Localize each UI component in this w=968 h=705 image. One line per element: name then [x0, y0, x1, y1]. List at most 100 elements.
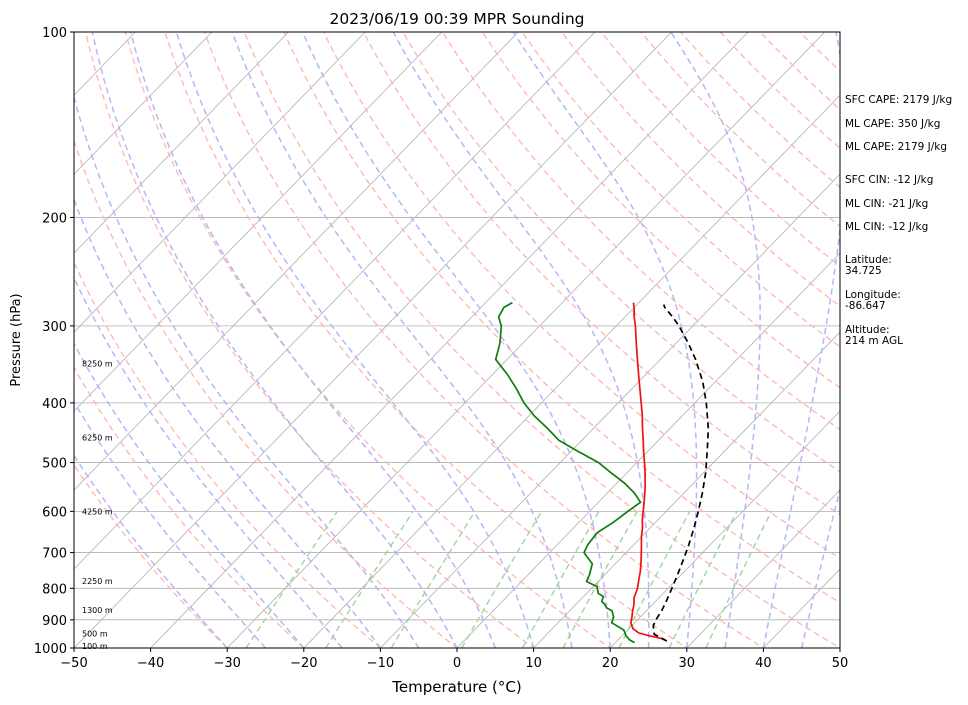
isotherm-gridline [74, 32, 596, 570]
dry-adiabat-line [164, 32, 688, 648]
moist-adiabat-line [129, 32, 497, 648]
height-label: 8250 m [82, 359, 113, 368]
dry-adiabat-line [74, 463, 229, 648]
sfc-cape-text: SFC CAPE: 2179 J/kg [845, 94, 953, 106]
height-labels: 8250 m 6250 m 4250 m 2250 m 1300 m 500 m 100 m [82, 359, 113, 651]
moist-adiabat-line [74, 454, 228, 648]
mixing-ratio-line [245, 510, 338, 648]
chart-title: 2023/06/19 00:39 MPR Sounding [329, 10, 584, 28]
height-label: 4250 m [82, 507, 113, 516]
ml-cape-text: ML CAPE: 350 J/kg [845, 118, 941, 130]
isotherm-gridline [74, 32, 213, 175]
moist-adiabat-line [175, 32, 535, 648]
mixing-ratio-line [461, 510, 543, 648]
y-tick-label: 500 [42, 457, 67, 472]
plot-frame [73, 31, 841, 649]
mixing-ratio-line [390, 510, 476, 648]
ml-cin-text: ML CIN: -21 J/kg [845, 198, 929, 210]
data-series [494, 301, 710, 644]
mixing-ratio-line [325, 510, 414, 648]
moist-adiabat-line [670, 32, 761, 648]
mixing-ratio-line [618, 510, 691, 648]
y-tick-label: 900 [42, 614, 67, 629]
x-tick-label: −20 [290, 656, 317, 671]
isotherm-gridline [686, 489, 840, 648]
dry-adiabat-line [243, 32, 840, 648]
y-tick-label: 400 [42, 397, 67, 412]
x-tick-label: 10 [525, 656, 542, 671]
moist-adiabat-line [74, 94, 420, 648]
isotherm-gridline [74, 32, 366, 333]
mixing-ratio-line [521, 510, 600, 648]
moist-adiabat-line [231, 32, 573, 648]
x-axis-title: Temperature (°C) [391, 678, 521, 696]
altitude-label: Altitude: [845, 324, 890, 336]
x-tick-label: 50 [832, 656, 849, 671]
y-tick-label: 200 [42, 211, 67, 226]
moist-adiabat-line [74, 197, 381, 648]
latitude-label: Latitude: [845, 254, 892, 266]
dry-adiabat-line [362, 32, 840, 516]
isotherm-gridline [74, 32, 519, 491]
height-label: 1300 m [82, 606, 113, 615]
x-tick-label: −50 [60, 656, 87, 671]
dry-adiabat-line [283, 32, 840, 604]
dry-adiabat-line [679, 32, 840, 188]
x-tick-label: 30 [679, 656, 696, 671]
dry-adiabat-line [84, 32, 535, 648]
sfc-cin-text: SFC CIN: -12 J/kg [845, 174, 934, 186]
y-tick-label: 800 [42, 582, 67, 597]
longitude-label: Longitude: [845, 289, 901, 301]
x-tick-label: −10 [367, 656, 394, 671]
moist-adiabat-line [800, 486, 840, 648]
moist-adiabat-line [301, 32, 611, 648]
y-axis-ticks: 100 200 300 400 500 600 700 800 900 1000 [34, 26, 74, 657]
dry-adiabat-line [719, 32, 840, 150]
moist-adiabat-line [74, 400, 267, 648]
ml-cin-text-2: ML CIN: -12 J/kg [845, 221, 929, 233]
y-tick-label: 700 [42, 547, 67, 562]
y-tick-label: 100 [42, 26, 67, 41]
isotherm-gridline [74, 32, 136, 96]
background-lines [74, 32, 840, 648]
height-label: 100 m [82, 642, 108, 651]
height-label: 6250 m [82, 433, 113, 442]
x-tick-label: −30 [213, 656, 240, 671]
height-label: 2250 m [82, 577, 113, 586]
dry-adiabat-line [481, 32, 840, 389]
dewpoint-profile-line [494, 301, 642, 644]
y-tick-label: 1000 [34, 642, 67, 657]
x-tick-label: 0 [453, 656, 461, 671]
dry-adiabat-line [74, 260, 382, 648]
dry-adiabat-line [441, 32, 840, 431]
dry-adiabat-line [322, 32, 840, 560]
isotherm-gridline [74, 32, 443, 412]
dry-adiabat-line [521, 32, 840, 348]
dry-adiabat-line [203, 32, 765, 648]
x-tick-label: 40 [755, 656, 772, 671]
moist-adiabat-line [91, 32, 458, 648]
moist-adiabat-line [512, 32, 698, 648]
isotherm-gridline [456, 252, 840, 648]
dry-adiabat-line [640, 32, 840, 228]
moist-adiabat-line [392, 32, 650, 648]
mixing-ratio-line [562, 510, 638, 648]
height-label: 500 m [82, 630, 108, 639]
mixing-ratio-line [705, 510, 773, 648]
isotherm-gridline [379, 173, 840, 648]
isotherm-gridline [150, 32, 749, 648]
dry-adiabat-line [74, 366, 305, 648]
dry-adiabat-line [74, 138, 459, 648]
parcel-profile-line [652, 304, 710, 642]
isotherm-gridline [303, 94, 840, 648]
y-axis-title: Pressure (hPa) [9, 293, 24, 386]
temperature-profile-line [629, 302, 668, 642]
isotherm-gridline [609, 410, 840, 648]
x-tick-label: −40 [137, 656, 164, 671]
x-axis-ticks: −50 −40 −30 −20 −10 0 10 20 30 40 50 [60, 648, 848, 671]
ml-cape-text-2: ML CAPE: 2179 J/kg [845, 141, 948, 153]
y-tick-label: 600 [42, 505, 67, 520]
isotherm-gridline [74, 32, 290, 254]
longitude-value: -86.647 [845, 300, 886, 312]
